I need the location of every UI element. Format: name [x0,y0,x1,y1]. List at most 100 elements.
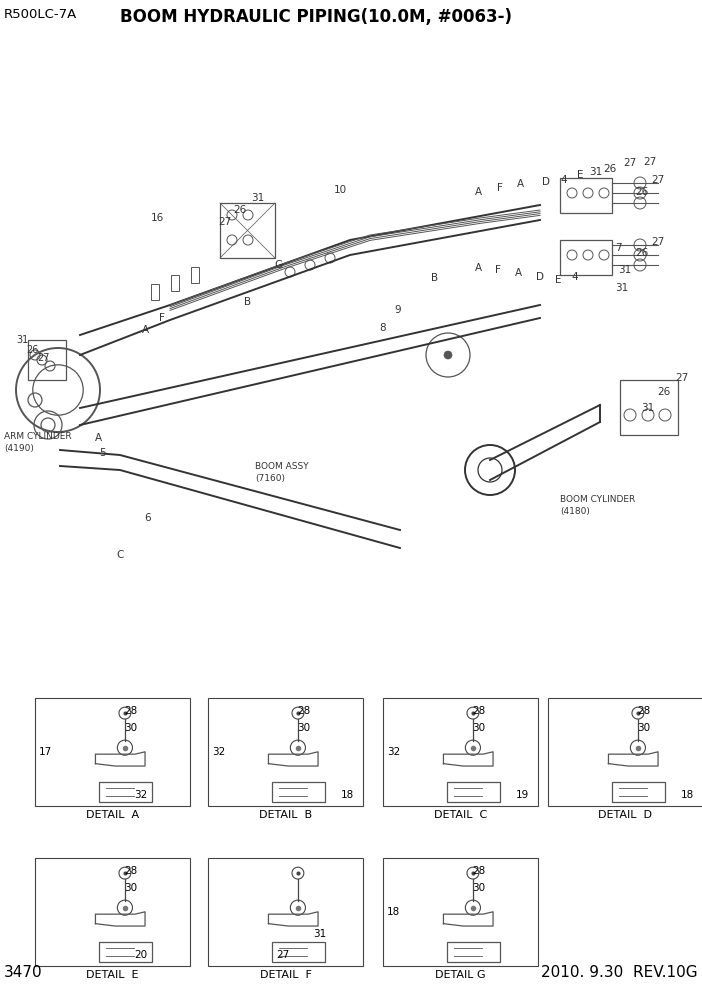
Bar [208,858,363,966]
Text: 18: 18 [681,791,694,801]
Text: 31: 31 [251,193,265,203]
Text: A: A [475,187,482,197]
Text: 9: 9 [395,305,402,315]
Text: A: A [515,268,522,278]
Text: DETAIL  B: DETAIL B [259,810,312,820]
Text: 7: 7 [615,243,621,253]
Text: B: B [432,273,439,283]
Bar [548,698,702,806]
Bar [151,284,159,300]
Text: 30: 30 [298,723,311,733]
Bar [100,783,152,802]
Text: 26: 26 [604,164,616,174]
Bar [220,203,275,258]
Text: (4190): (4190) [4,444,34,453]
Text: 31: 31 [590,167,602,177]
Bar [35,858,190,966]
Text: ARM CYLINDER: ARM CYLINDER [4,432,72,441]
Bar [620,380,678,435]
Text: 27: 27 [675,373,689,383]
Bar [383,858,538,966]
Text: E: E [577,170,583,180]
Text: 26: 26 [657,387,670,397]
Text: A: A [517,179,524,189]
Bar [272,942,324,961]
Bar [383,698,538,806]
Text: R500LC-7A: R500LC-7A [4,8,77,21]
Text: 28: 28 [298,706,311,716]
Text: DETAIL G: DETAIL G [435,970,486,980]
Text: BOOM HYDRAULIC PIPING(10.0M, #0063-): BOOM HYDRAULIC PIPING(10.0M, #0063-) [120,8,512,26]
Text: 27: 27 [623,158,637,168]
Text: F: F [495,265,501,275]
Text: 28: 28 [124,866,138,876]
Text: 16: 16 [150,213,164,223]
Text: 4: 4 [561,175,567,185]
Text: A: A [475,263,482,273]
Text: BOOM ASSY: BOOM ASSY [255,462,309,471]
Text: 28: 28 [472,866,486,876]
Text: 30: 30 [124,883,138,893]
Text: (4180): (4180) [560,507,590,516]
Text: 10: 10 [333,185,347,195]
Bar [191,267,199,283]
Text: DETAIL  D: DETAIL D [599,810,652,820]
Text: 30: 30 [124,723,138,733]
Text: D: D [536,272,544,282]
Text: C: C [117,550,124,560]
Text: E: E [555,275,562,285]
Text: 32: 32 [388,747,400,757]
Bar [208,698,363,806]
Text: 26: 26 [26,345,38,355]
Text: D: D [542,177,550,187]
Bar [447,783,500,802]
Bar [171,275,179,291]
Text: 6: 6 [145,513,152,523]
Bar [100,942,152,961]
Bar [560,178,612,213]
Bar [447,942,500,961]
Text: F: F [159,313,165,323]
Text: 28: 28 [124,706,138,716]
Text: 4: 4 [571,272,578,282]
Text: 31: 31 [618,265,632,275]
Text: 5: 5 [99,448,105,458]
Bar [28,340,66,380]
Text: A: A [141,325,149,335]
Text: 27: 27 [276,950,289,960]
Bar [272,783,324,802]
Text: F: F [497,183,503,193]
Text: 18: 18 [341,791,354,801]
Text: A: A [95,433,102,443]
Text: 27: 27 [218,217,232,227]
Circle shape [444,351,452,359]
Text: DETAIL  F: DETAIL F [260,970,312,980]
Text: 31: 31 [616,283,628,293]
Text: 32: 32 [212,747,225,757]
Text: 20: 20 [134,950,147,960]
Text: 28: 28 [472,706,486,716]
Text: 30: 30 [472,723,486,733]
Text: 31: 31 [313,929,326,938]
Text: 3470: 3470 [4,965,43,980]
Text: B: B [244,297,251,307]
Text: DETAIL  A: DETAIL A [86,810,139,820]
Text: 27: 27 [651,175,665,185]
Text: 30: 30 [637,723,651,733]
Text: 2010. 9.30  REV.10G: 2010. 9.30 REV.10G [541,965,698,980]
Text: 32: 32 [134,791,147,801]
Text: 26: 26 [635,248,649,258]
Text: 18: 18 [388,907,400,917]
Text: DETAIL  C: DETAIL C [434,810,487,820]
Text: 19: 19 [516,791,529,801]
Text: 26: 26 [635,187,649,197]
Text: 31: 31 [642,403,655,413]
Text: BOOM CYLINDER: BOOM CYLINDER [560,495,635,504]
Text: (7160): (7160) [255,474,285,483]
Bar [35,698,190,806]
Text: G: G [274,260,282,270]
Text: 26: 26 [233,205,246,215]
Text: 31: 31 [16,335,28,345]
Text: 17: 17 [39,747,53,757]
Text: 27: 27 [651,237,665,247]
